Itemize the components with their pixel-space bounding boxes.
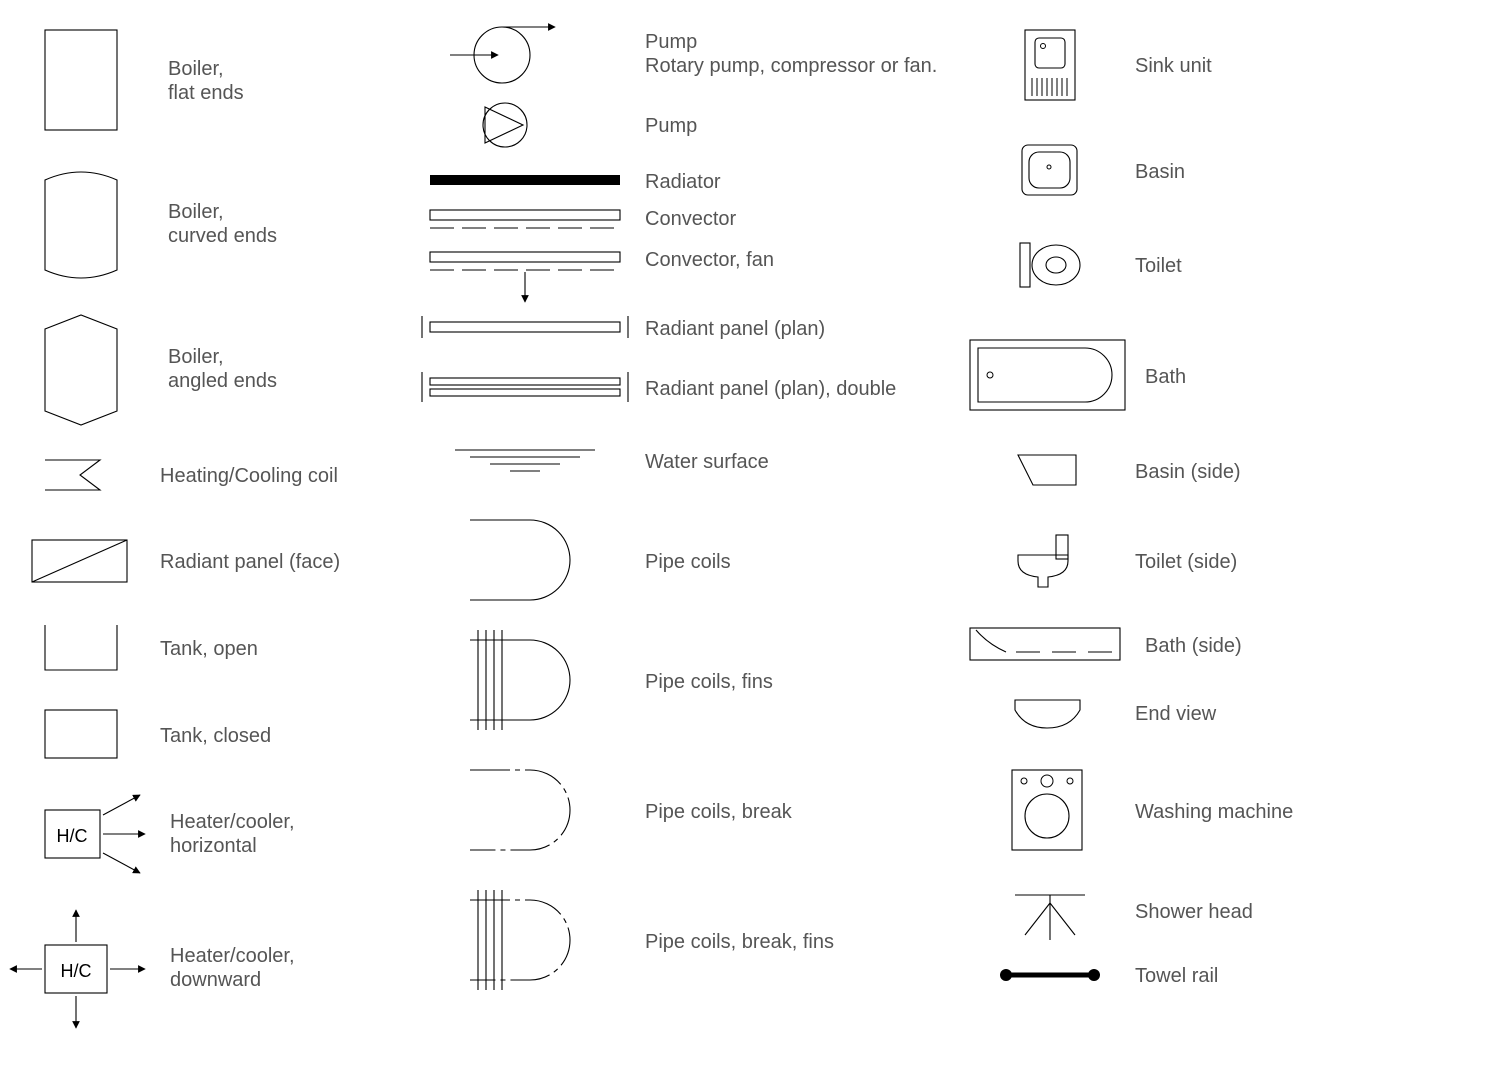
- symbol-pump-rotary: [450, 27, 555, 83]
- label-radiator: Radiator: [645, 171, 721, 193]
- label-heater-cooler-d-2: downward: [170, 969, 261, 991]
- symbol-boiler-curved: [45, 172, 117, 278]
- symbol-radiant-panel-plan-double: [422, 372, 628, 402]
- symbol-heater-cooler-downward: H/C: [10, 910, 145, 1028]
- symbol-radiator: [430, 175, 620, 185]
- symbol-pipe-coils-break-fins: [470, 890, 570, 990]
- label-boiler-curved-1: Boiler,: [168, 201, 224, 223]
- label-heater-cooler-d-1: Heater/cooler,: [170, 945, 295, 967]
- symbol-convector: [430, 210, 620, 228]
- hc-text-2: H/C: [61, 961, 92, 981]
- label-towel-rail: Towel rail: [1135, 965, 1218, 987]
- label-basin: Basin: [1135, 161, 1185, 183]
- label-boiler-curved-2: curved ends: [168, 225, 277, 247]
- label-radiant-panel-face: Radiant panel (face): [160, 551, 340, 573]
- symbol-sink-unit: [1025, 30, 1075, 100]
- label-water-surface: Water surface: [645, 451, 769, 473]
- label-boiler-flat-1: Boiler,: [168, 58, 224, 80]
- symbol-tank-open: [45, 625, 117, 670]
- symbol-basin-side: [1018, 455, 1076, 485]
- label-pipe-coils-break: Pipe coils, break: [645, 801, 793, 823]
- label-boiler-flat-2: flat ends: [168, 82, 244, 104]
- label-bath-side: Bath (side): [1145, 635, 1242, 657]
- symbol-toilet-side: [1018, 535, 1068, 587]
- symbol-radiant-panel-plan: [422, 316, 628, 338]
- symbol-pump: [483, 103, 527, 147]
- label-boiler-angled-2: angled ends: [168, 370, 277, 392]
- symbol-pipe-coils-fins: [470, 630, 570, 730]
- symbol-basin: [1022, 145, 1077, 195]
- label-end-view: End view: [1135, 703, 1217, 725]
- symbol-pipe-coils: [470, 520, 570, 600]
- symbol-washing-machine: [1012, 770, 1082, 850]
- label-pump-rotary-1: Pump: [645, 31, 697, 53]
- symbol-heating-cooling-coil: [45, 460, 100, 490]
- symbol-bath: [970, 340, 1125, 410]
- symbol-end-view: [1015, 700, 1080, 728]
- label-pump: Pump: [645, 115, 697, 137]
- label-toilet-side: Toilet (side): [1135, 551, 1237, 573]
- label-pipe-coils-fins: Pipe coils, fins: [645, 671, 773, 693]
- label-toilet: Toilet: [1135, 255, 1182, 277]
- label-shower-head: Shower head: [1135, 901, 1253, 923]
- symbol-shower-head: [1015, 895, 1085, 940]
- label-heating-cooling-coil: Heating/Cooling coil: [160, 465, 338, 487]
- symbol-tank-closed: [45, 710, 117, 758]
- symbol-water-surface: [455, 450, 595, 471]
- label-bath: Bath: [1145, 366, 1186, 388]
- symbol-toilet: [1020, 243, 1080, 287]
- symbol-towel-rail: [1000, 969, 1100, 981]
- label-tank-open: Tank, open: [160, 638, 258, 660]
- label-washing-machine: Washing machine: [1135, 801, 1293, 823]
- label-sink-unit: Sink unit: [1135, 55, 1212, 77]
- label-tank-closed: Tank, closed: [160, 725, 271, 747]
- symbol-pipe-coils-break: [470, 770, 570, 850]
- hc-text-1: H/C: [57, 826, 88, 846]
- label-pump-rotary-2: Rotary pump, compressor or fan.: [645, 55, 937, 77]
- label-basin-side: Basin (side): [1135, 461, 1241, 483]
- symbol-boiler-angled: [45, 315, 117, 425]
- label-heater-cooler-h-1: Heater/cooler,: [170, 811, 295, 833]
- label-pipe-coils-break-fins: Pipe coils, break, fins: [645, 931, 834, 953]
- label-pipe-coils: Pipe coils: [645, 551, 731, 573]
- label-convector: Convector: [645, 208, 736, 230]
- label-radiant-panel-plan: Radiant panel (plan): [645, 318, 825, 340]
- label-convector-fan: Convector, fan: [645, 249, 774, 271]
- symbol-heater-cooler-horizontal: H/C: [45, 795, 145, 873]
- symbol-boiler-flat: [45, 30, 117, 130]
- plumbing-symbol-legend: Boiler, flat ends Boiler, curved ends Bo…: [0, 0, 1500, 1077]
- symbol-convector-fan: [430, 252, 620, 302]
- label-heater-cooler-h-2: horizontal: [170, 835, 257, 857]
- label-boiler-angled-1: Boiler,: [168, 346, 224, 368]
- symbol-bath-side: [970, 628, 1120, 660]
- symbol-radiant-panel-face: [32, 540, 127, 582]
- label-radiant-panel-plan-double: Radiant panel (plan), double: [645, 378, 896, 400]
